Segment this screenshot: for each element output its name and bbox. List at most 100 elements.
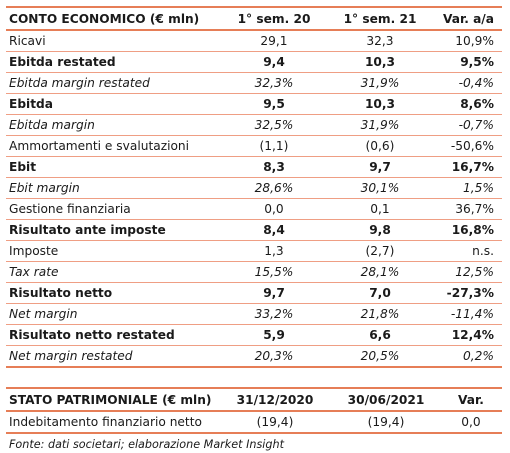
header-date-2: 30/06/2021 bbox=[332, 387, 440, 412]
header-variation: Var. a/a bbox=[428, 6, 502, 31]
value-period-1: 32,5% bbox=[216, 114, 332, 136]
value-variation: n.s. bbox=[428, 240, 502, 262]
value-period-1: 28,6% bbox=[216, 177, 332, 199]
value-variation: 0,2% bbox=[428, 345, 502, 368]
value-variation: -50,6% bbox=[428, 135, 502, 157]
financial-tables: CONTO ECONOMICO (€ mln) 1° sem. 20 1° se… bbox=[6, 6, 502, 451]
row-label: Ebitda restated bbox=[6, 51, 216, 73]
table-row: Ebit 8,3 9,7 16,7% bbox=[6, 156, 502, 178]
table-row: Ebit margin 28,6% 30,1% 1,5% bbox=[6, 177, 502, 199]
table-row: Tax rate 15,5% 28,1% 12,5% bbox=[6, 261, 502, 283]
table-row: Indebitamento finanziario netto (19,4) (19… bbox=[6, 411, 502, 434]
value-period-1: 9,7 bbox=[216, 282, 332, 304]
row-label: Net margin bbox=[6, 303, 216, 325]
table-row: Ebitda restated 9,4 10,3 9,5% bbox=[6, 51, 502, 73]
value-period-1: 32,3% bbox=[216, 72, 332, 94]
value-period-2: 6,6 bbox=[332, 324, 428, 346]
value-period-2: 20,5% bbox=[332, 345, 428, 368]
row-label: Ricavi bbox=[6, 30, 216, 52]
table-row: Ricavi 29,1 32,3 10,9% bbox=[6, 30, 502, 52]
table-row: Risultato netto restated 5,9 6,6 12,4% bbox=[6, 324, 502, 346]
value-period-2: 7,0 bbox=[332, 282, 428, 304]
header-period-1: 1° sem. 20 bbox=[216, 6, 332, 31]
value-variation: 0,0 bbox=[440, 411, 502, 434]
table-row: Imposte 1,3 (2,7) n.s. bbox=[6, 240, 502, 262]
table-row: Net margin 33,2% 21,8% -11,4% bbox=[6, 303, 502, 325]
value-period-1: 8,4 bbox=[216, 219, 332, 241]
value-period-2: 0,1 bbox=[332, 198, 428, 220]
value-variation: 9,5% bbox=[428, 51, 502, 73]
value-variation: -11,4% bbox=[428, 303, 502, 325]
row-label: Risultato netto restated bbox=[6, 324, 216, 346]
row-label: Tax rate bbox=[6, 261, 216, 283]
row-label: Gestione finanziaria bbox=[6, 198, 216, 220]
conto-economico-table: CONTO ECONOMICO (€ mln) 1° sem. 20 1° se… bbox=[6, 6, 502, 368]
row-label: Indebitamento finanziario netto bbox=[6, 411, 218, 434]
table-row: Risultato ante imposte 8,4 9,8 16,8% bbox=[6, 219, 502, 241]
row-label: Net margin restated bbox=[6, 345, 216, 368]
value-period-1: (1,1) bbox=[216, 135, 332, 157]
value-period-2: 21,8% bbox=[332, 303, 428, 325]
value-period-2: 31,9% bbox=[332, 72, 428, 94]
value-period-2: 31,9% bbox=[332, 114, 428, 136]
conto-economico-body: Ricavi 29,1 32,3 10,9% Ebitda restated 9,4 10,… bbox=[6, 30, 502, 368]
stato-patrimoniale-body: Indebitamento finanziario netto (19,4) (19… bbox=[6, 411, 502, 434]
value-period-2: 10,3 bbox=[332, 51, 428, 73]
value-period-2: (2,7) bbox=[332, 240, 428, 262]
value-variation: 12,4% bbox=[428, 324, 502, 346]
header-title: STATO PATRIMONIALE (€ mln) bbox=[6, 387, 218, 412]
value-period-1: 8,3 bbox=[216, 156, 332, 178]
header-variation: Var. bbox=[440, 387, 502, 412]
value-period-2: (19,4) bbox=[332, 411, 440, 434]
conto-economico-header-row: CONTO ECONOMICO (€ mln) 1° sem. 20 1° se… bbox=[6, 6, 502, 31]
value-variation: 8,6% bbox=[428, 93, 502, 115]
value-variation: -27,3% bbox=[428, 282, 502, 304]
row-label: Ebitda margin restated bbox=[6, 72, 216, 94]
value-variation: -0,4% bbox=[428, 72, 502, 94]
table-row: Risultato netto 9,7 7,0 -27,3% bbox=[6, 282, 502, 304]
table-row: Gestione finanziaria 0,0 0,1 36,7% bbox=[6, 198, 502, 220]
value-period-1: 0,0 bbox=[216, 198, 332, 220]
value-period-2: 28,1% bbox=[332, 261, 428, 283]
value-period-1: 9,4 bbox=[216, 51, 332, 73]
value-variation: -0,7% bbox=[428, 114, 502, 136]
value-period-1: 29,1 bbox=[216, 30, 332, 52]
value-variation: 1,5% bbox=[428, 177, 502, 199]
value-variation: 10,9% bbox=[428, 30, 502, 52]
stato-patrimoniale-header-row: STATO PATRIMONIALE (€ mln) 31/12/2020 30… bbox=[6, 387, 502, 412]
value-period-1: 20,3% bbox=[216, 345, 332, 368]
value-period-1: 9,5 bbox=[216, 93, 332, 115]
value-period-1: (19,4) bbox=[218, 411, 332, 434]
value-variation: 36,7% bbox=[428, 198, 502, 220]
row-label: Ebit bbox=[6, 156, 216, 178]
row-label: Imposte bbox=[6, 240, 216, 262]
table-row: Net margin restated 20,3% 20,5% 0,2% bbox=[6, 345, 502, 368]
row-label: Ebit margin bbox=[6, 177, 216, 199]
value-period-1: 1,3 bbox=[216, 240, 332, 262]
row-label: Ebitda margin bbox=[6, 114, 216, 136]
value-period-2: 30,1% bbox=[332, 177, 428, 199]
row-label: Ammortamenti e svalutazioni bbox=[6, 135, 216, 157]
header-date-1: 31/12/2020 bbox=[218, 387, 332, 412]
table-row: Ebitda margin restated 32,3% 31,9% -0,4% bbox=[6, 72, 502, 94]
value-period-2: 9,7 bbox=[332, 156, 428, 178]
table-row: Ammortamenti e svalutazioni (1,1) (0,6) -50… bbox=[6, 135, 502, 157]
row-label: Ebitda bbox=[6, 93, 216, 115]
value-period-1: 15,5% bbox=[216, 261, 332, 283]
value-period-2: 9,8 bbox=[332, 219, 428, 241]
row-label: Risultato netto bbox=[6, 282, 216, 304]
source-note: Fonte: dati societari; elaborazione Mark… bbox=[9, 438, 284, 451]
value-variation: 16,8% bbox=[428, 219, 502, 241]
value-period-2: 32,3 bbox=[332, 30, 428, 52]
value-variation: 12,5% bbox=[428, 261, 502, 283]
row-label: Risultato ante imposte bbox=[6, 219, 216, 241]
header-title: CONTO ECONOMICO (€ mln) bbox=[6, 6, 216, 31]
header-period-2: 1° sem. 21 bbox=[332, 6, 428, 31]
table-row: Ebitda margin 32,5% 31,9% -0,7% bbox=[6, 114, 502, 136]
value-period-2: (0,6) bbox=[332, 135, 428, 157]
value-period-1: 5,9 bbox=[216, 324, 332, 346]
value-variation: 16,7% bbox=[428, 156, 502, 178]
stato-patrimoniale-table: STATO PATRIMONIALE (€ mln) 31/12/2020 30… bbox=[6, 387, 502, 434]
table-row: Ebitda 9,5 10,3 8,6% bbox=[6, 93, 502, 115]
value-period-1: 33,2% bbox=[216, 303, 332, 325]
